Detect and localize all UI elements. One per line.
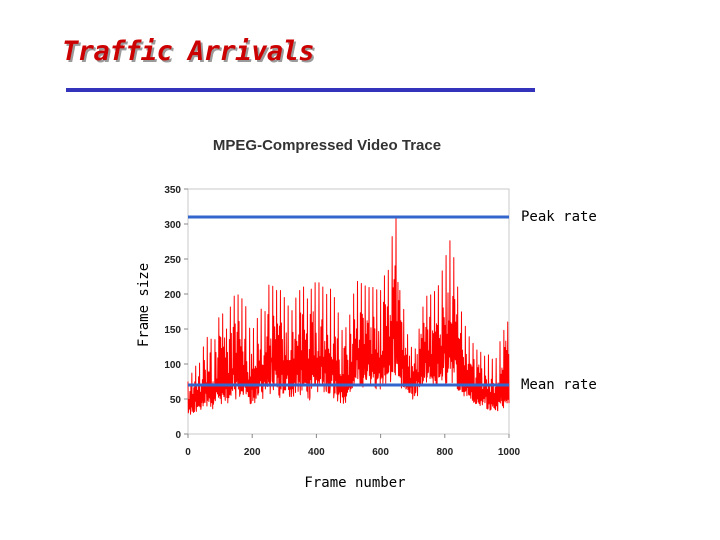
peak-rate-label: Peak rate bbox=[521, 209, 597, 225]
x-tick-label: 600 bbox=[372, 447, 389, 458]
x-tick-label: 400 bbox=[308, 447, 325, 458]
y-tick-label: 350 bbox=[164, 185, 181, 196]
y-tick-label: 150 bbox=[164, 325, 181, 336]
y-tick-label: 0 bbox=[175, 430, 181, 441]
chart-title: MPEG-Compressed Video Trace bbox=[213, 137, 441, 154]
y-tick-label: 100 bbox=[164, 360, 181, 371]
reference-lines: Peak rate Mean rate bbox=[188, 209, 597, 393]
mean-rate-label: Mean rate bbox=[521, 377, 597, 393]
title-underline bbox=[66, 88, 535, 92]
x-axis-ticks: 0 200 400 600 800 1000 bbox=[185, 434, 521, 458]
x-tick-label: 1000 bbox=[498, 447, 521, 458]
y-tick-label: 50 bbox=[170, 395, 182, 406]
y-tick-label: 300 bbox=[164, 220, 181, 231]
y-tick-label: 250 bbox=[164, 255, 181, 266]
x-tick-label: 200 bbox=[244, 447, 261, 458]
x-axis-label: Frame number bbox=[304, 475, 405, 491]
slide-title: Traffic Arrivals bbox=[62, 36, 315, 67]
y-axis-ticks: 0 50 100 150 200 250 300 350 bbox=[164, 185, 188, 441]
y-axis-label: Frame size bbox=[136, 263, 152, 347]
series-0-line bbox=[187, 216, 510, 415]
plot-area bbox=[187, 188, 510, 435]
x-tick-label: 800 bbox=[436, 447, 453, 458]
x-tick-label: 0 bbox=[185, 447, 191, 458]
y-tick-label: 200 bbox=[164, 290, 181, 301]
